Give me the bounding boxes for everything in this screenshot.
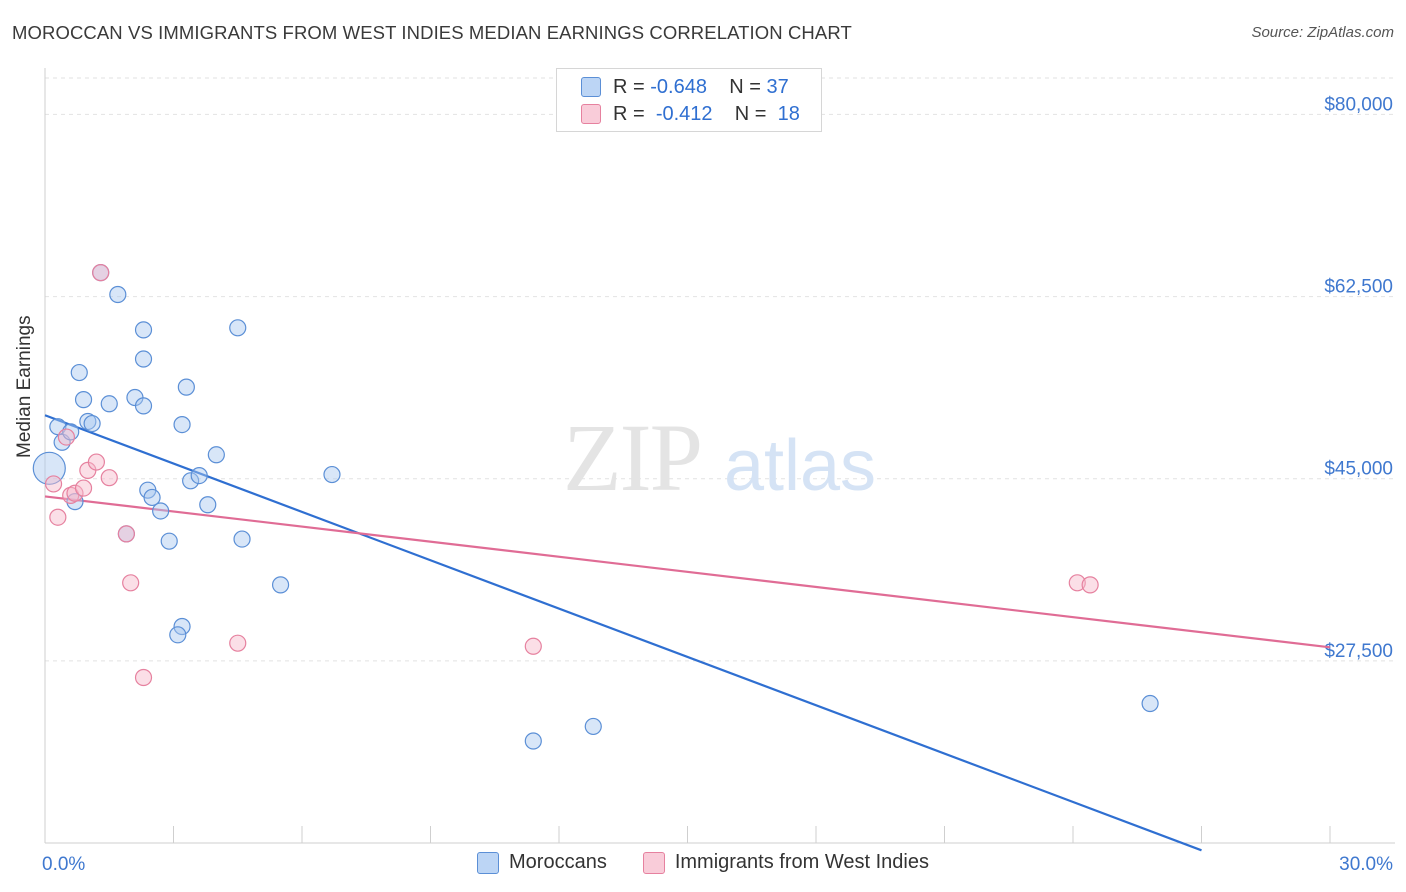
legend-swatch-blue (477, 851, 500, 874)
point-moroccans (173, 415, 191, 434)
y-axis-label: Median Earnings (14, 315, 35, 458)
point-west-indies (100, 469, 118, 487)
point-west-indies (1068, 574, 1086, 592)
legend-r-label: R = (613, 102, 645, 125)
point-west-indies (134, 668, 153, 687)
point-moroccans (229, 319, 247, 337)
legend-row-west-indies: R = -0.412 N = 18 (581, 102, 800, 126)
point-moroccans (109, 285, 127, 304)
y-tick-labels: $27,500 $45,000 $62,500 $80,000 (1324, 94, 1393, 661)
point-moroccans (134, 397, 153, 415)
watermark: ZIP atlas (563, 404, 876, 511)
legend-r-label: R = (613, 75, 645, 98)
legend-swatch-blue (581, 77, 601, 97)
series-legend-label: Moroccans (509, 851, 607, 873)
point-moroccans (182, 472, 200, 490)
point-west-indies (49, 508, 67, 526)
legend-n-value: 37 (766, 75, 789, 98)
x-tick-label-min: 0.0% (42, 854, 85, 875)
x-tick-label-max: 30.0% (1339, 854, 1393, 875)
point-moroccans (134, 321, 153, 339)
point-moroccans (584, 717, 602, 736)
point-west-indies (122, 574, 140, 592)
point-moroccans (207, 446, 225, 464)
chart-title: MOROCCAN VS IMMIGRANTS FROM WEST INDIES … (12, 22, 852, 43)
x-tick-labels: 0.0% 30.0% (42, 854, 1393, 875)
trend-line-west-indies (44, 495, 1331, 649)
point-moroccans (169, 626, 187, 644)
point-moroccans (74, 391, 93, 409)
point-moroccans (177, 378, 195, 396)
point-moroccans (152, 502, 170, 520)
point-west-indies (74, 479, 93, 497)
legend-r-value: -0.412 (655, 102, 713, 125)
trend-line-moroccans (44, 414, 1202, 852)
series-legend: Moroccans Immigrants from West Indies (0, 851, 1406, 874)
point-moroccans (1141, 694, 1159, 713)
point-west-indies (229, 634, 247, 652)
point-moroccans (173, 617, 191, 636)
watermark-atlas: atlas (724, 426, 876, 506)
point-west-indies (92, 264, 110, 282)
y-tick-label: $27,500 (1324, 641, 1393, 662)
point-moroccans (233, 530, 251, 548)
point-moroccans (134, 350, 153, 368)
legend-r-value: -0.648 (650, 75, 707, 98)
watermark-zip: ZIP (563, 404, 701, 511)
point-west-indies (87, 453, 106, 471)
point-west-indies (524, 637, 542, 655)
point-west-indies (117, 525, 135, 543)
point-moroccans (70, 363, 88, 382)
legend-n-value: 18 (777, 102, 800, 125)
legend-n-label: N = (729, 75, 761, 98)
legend-row-moroccans: R = -0.648 N = 37 (581, 75, 789, 99)
data-points (32, 264, 1159, 750)
point-moroccans (271, 576, 290, 594)
axes (44, 68, 1395, 844)
y-tick-label: $45,000 (1324, 459, 1393, 480)
legend-n-label: N = (734, 102, 767, 125)
series-legend-moroccans[interactable]: Moroccans (477, 851, 607, 874)
gridlines (45, 77, 1395, 662)
point-moroccans (524, 732, 542, 750)
point-moroccans (143, 488, 161, 507)
series-legend-west-indies[interactable]: Immigrants from West Indies (642, 851, 929, 874)
point-moroccans (323, 465, 341, 484)
series-legend-label: Immigrants from West Indies (674, 851, 929, 873)
source-label: Source: ZipAtlas.com (1251, 24, 1394, 41)
legend-swatch-pink (581, 104, 601, 124)
trend-lines (44, 414, 1331, 852)
point-west-indies (1081, 576, 1099, 594)
point-west-indies (57, 428, 76, 446)
point-moroccans (100, 395, 118, 413)
correlation-legend: R = -0.648 N = 37 R = -0.412 N = 18 (556, 68, 822, 132)
y-tick-label: $80,000 (1324, 94, 1393, 115)
legend-swatch-pink (642, 851, 665, 874)
y-tick-label: $62,500 (1324, 277, 1393, 298)
point-west-indies (44, 475, 63, 493)
point-moroccans (160, 532, 178, 550)
point-moroccans (83, 414, 101, 433)
point-moroccans (190, 466, 208, 485)
point-moroccans (199, 496, 217, 514)
point-west-indies (66, 484, 84, 502)
